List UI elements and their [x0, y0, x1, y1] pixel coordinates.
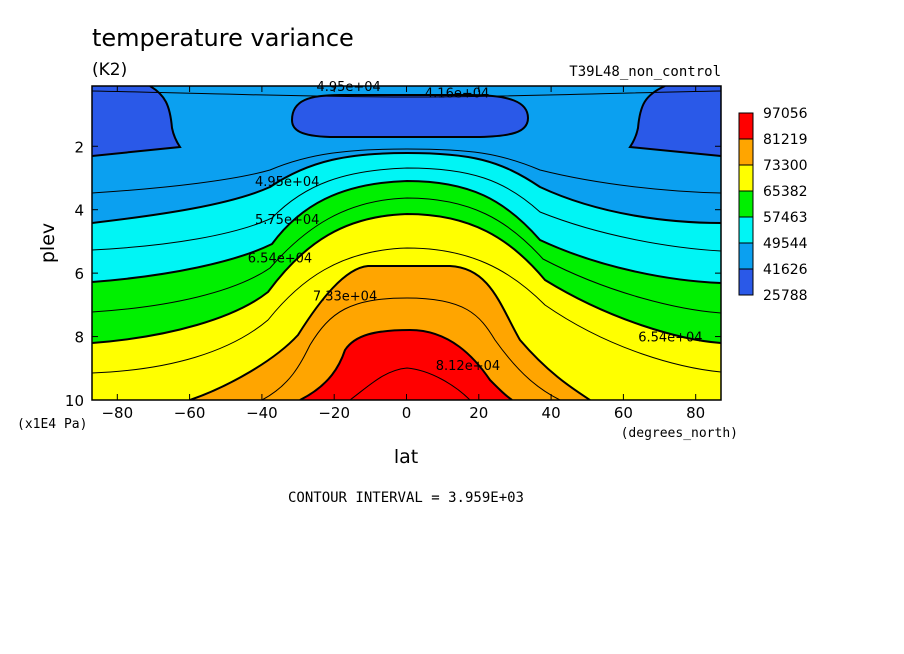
x-tick-label: 60: [614, 404, 633, 422]
x-axis: −80 −60 −40 −20 0 20 40 60 80: [101, 86, 705, 422]
legend-swatch: [738, 112, 754, 140]
x-tick-label: 0: [402, 404, 412, 422]
x-tick-label: −80: [101, 404, 133, 422]
contour-label: 8.12e+04: [436, 359, 500, 374]
contour-lines-thin: [92, 90, 721, 400]
chart-title: temperature variance: [92, 24, 354, 52]
legend-level-label: 25788: [763, 288, 808, 304]
legend-swatch: [738, 190, 754, 218]
contour-labels: 4.95e+04 4.16e+04 4.95e+04 5.75e+04 6.54e+04…: [248, 80, 703, 374]
band0-fill-left: [92, 86, 180, 156]
x-tick-label: −60: [174, 404, 206, 422]
x-axis-title: lat: [394, 446, 418, 468]
legend-swatch: [738, 164, 754, 192]
contour-lines-thick: [92, 86, 721, 400]
y-unit-label: (x1E4 Pa): [17, 417, 87, 432]
contour-label: 5.75e+04: [255, 213, 319, 228]
contour-label: 4.95e+04: [255, 175, 319, 190]
contour-label: 4.95e+04: [316, 80, 380, 95]
x-tick-label: −20: [318, 404, 350, 422]
chart-units: (K2): [92, 60, 127, 80]
y-axis: 2 4 6 8 10: [65, 138, 721, 410]
x-tick-label: 80: [686, 404, 705, 422]
contour-label: 6.54e+04: [248, 251, 312, 266]
legend-level-label: 81219: [763, 132, 808, 148]
legend-level-label: 57463: [763, 210, 808, 226]
legend-swatch: [738, 242, 754, 270]
contour-label: 7.33e+04: [313, 289, 377, 304]
x-unit-label: (degrees_north): [621, 426, 738, 441]
contour-label: 4.16e+04: [425, 86, 489, 101]
legend-level-label: 41626: [763, 262, 808, 278]
x-tick-label: 20: [469, 404, 488, 422]
y-tick-label: 10: [65, 392, 84, 410]
contour-label: 6.54e+04: [638, 331, 702, 346]
band0-fill-right: [630, 86, 721, 156]
legend-level-label: 49544: [763, 236, 808, 252]
y-tick-label: 4: [74, 202, 84, 220]
legend-level-label: 65382: [763, 184, 808, 200]
contour-fill: [92, 86, 721, 400]
x-tick-label: 40: [542, 404, 561, 422]
contour-interval: CONTOUR INTERVAL = 3.959E+03: [288, 490, 524, 506]
y-tick-label: 6: [74, 265, 84, 283]
y-tick-label: 2: [74, 138, 84, 156]
legend-level-label: 73300: [763, 158, 808, 174]
legend-level-label: 97056: [763, 106, 808, 122]
legend-swatch: [738, 138, 754, 166]
x-tick-label: −40: [246, 404, 278, 422]
dataset-label: T39L48_non_control: [569, 64, 721, 80]
legend: 97056 81219 73300 65382 57463 49544 41626 25788: [738, 106, 808, 304]
y-tick-label: 8: [74, 329, 84, 347]
band0-fill-top: [292, 95, 528, 137]
legend-swatch: [738, 268, 754, 296]
y-axis-title: plev: [37, 223, 59, 263]
legend-swatch: [738, 216, 754, 244]
